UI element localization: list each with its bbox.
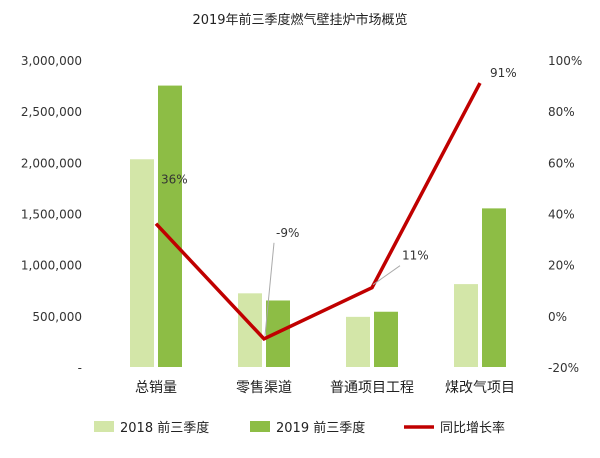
growth-data-label: 11% xyxy=(402,249,429,263)
bar-2019 xyxy=(482,208,506,367)
left-tick-label: - xyxy=(78,361,82,375)
bar-2019 xyxy=(374,311,398,367)
label-leader-line xyxy=(372,265,401,286)
legend-label-growth: 同比增长率 xyxy=(440,420,505,436)
right-tick-label: -20% xyxy=(548,361,579,375)
right-axis: -20% 0% 20% 40% 60% 80% 100% xyxy=(548,54,582,375)
right-tick-label: 80% xyxy=(548,105,575,119)
category-label: 普通项目工程 xyxy=(330,380,414,396)
chart-title: 2019年前三季度燃气壁挂炉市场概览 xyxy=(192,12,407,28)
category-label: 总销量 xyxy=(135,380,177,396)
legend-label-2019: 2019 前三季度 xyxy=(276,420,365,436)
label-leader-line xyxy=(264,242,275,336)
left-tick-label: 1,500,000 xyxy=(21,208,82,222)
legend-swatch-2018 xyxy=(94,421,114,432)
right-tick-label: 40% xyxy=(548,208,575,222)
right-tick-label: 100% xyxy=(548,54,582,68)
line-group: 36% -9% 11% 91% xyxy=(154,66,517,341)
legend: 2018 前三季度 2019 前三季度 同比增长率 xyxy=(94,420,505,436)
left-axis: - 500,000 1,000,000 1,500,000 2,000,000 2,500… xyxy=(21,54,82,375)
left-tick-label: 2,000,000 xyxy=(21,156,82,170)
growth-rate-line xyxy=(154,82,482,341)
legend-swatch-2019 xyxy=(250,421,270,432)
growth-data-label: -9% xyxy=(276,226,299,240)
category-label: 煤改气项目 xyxy=(445,380,515,396)
growth-data-label: 36% xyxy=(161,173,188,187)
bar-2018 xyxy=(454,284,478,367)
left-tick-label: 3,000,000 xyxy=(21,54,82,68)
category-axis: 总销量 零售渠道 普通项目工程 煤改气项目 xyxy=(135,380,515,396)
bar-2018 xyxy=(346,316,370,367)
left-tick-label: 500,000 xyxy=(32,310,82,324)
right-tick-label: 20% xyxy=(548,259,575,273)
bars-group xyxy=(130,85,506,367)
bar-2018 xyxy=(238,293,262,367)
bar-2019 xyxy=(158,85,182,367)
left-tick-label: 2,500,000 xyxy=(21,105,82,119)
bar-2018 xyxy=(130,159,154,367)
left-tick-label: 1,000,000 xyxy=(21,259,82,273)
growth-data-label: 91% xyxy=(490,66,517,80)
right-tick-label: 0% xyxy=(548,310,567,324)
category-label: 零售渠道 xyxy=(236,380,292,396)
legend-label-2018: 2018 前三季度 xyxy=(120,420,209,436)
right-tick-label: 60% xyxy=(548,156,575,170)
